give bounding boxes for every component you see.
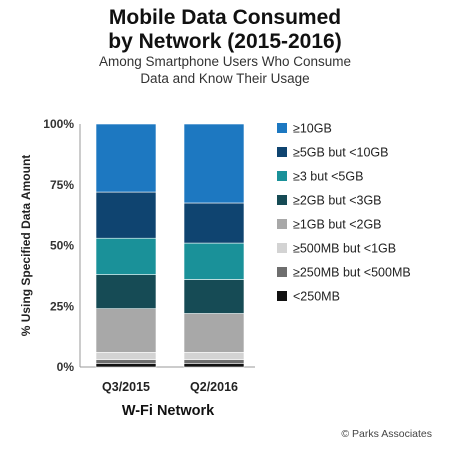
bar-segment-0-0	[95, 363, 157, 368]
legend-swatch-6	[277, 267, 287, 277]
chart-title-line2: by Network (2015-2016)	[108, 30, 342, 53]
y-tick-label-0: 0%	[57, 360, 75, 374]
legend-swatch-5	[277, 243, 287, 253]
y-tick-label-4: 100%	[43, 117, 74, 131]
bar-segment-1-3	[183, 313, 245, 353]
bar-segment-0-7	[95, 123, 157, 193]
y-axis-label: % Using Specified Data Amount	[19, 155, 33, 337]
chart-title-line1: Mobile Data Consumed	[108, 6, 342, 29]
legend-label-2: ≥3 but <5GB	[293, 170, 363, 184]
credit-text: © Parks Associates	[341, 428, 432, 440]
bar-segment-1-1	[183, 359, 245, 364]
bar-segment-1-2	[183, 352, 245, 361]
legend-label-7: <250MB	[293, 290, 340, 304]
y-tick-label-3: 75%	[50, 178, 74, 192]
x-tick-label-0: Q3/2015	[102, 380, 150, 394]
bar-segment-0-5	[95, 237, 157, 275]
y-tick-label-1: 25%	[50, 299, 74, 313]
x-axis-label: W-Fi Network	[122, 403, 215, 419]
legend-label-1: ≥5GB but <10GB	[293, 146, 388, 160]
y-tick-label-2: 50%	[50, 239, 74, 253]
legend-label-5: ≥500MB but <1GB	[293, 242, 396, 256]
chart-title: Mobile Data Consumed by Network (2015-20…	[0, 6, 450, 54]
legend-label-0: ≥10GB	[293, 122, 332, 136]
bar-segment-0-4	[95, 274, 157, 309]
bar-segment-0-6	[95, 191, 157, 239]
legend-swatch-7	[277, 291, 287, 301]
chart-subtitle-line2: Data and Know Their Usage	[140, 71, 310, 86]
chart-subtitle: Among Smartphone Users Who Consume Data …	[0, 53, 450, 87]
bar-segment-1-5	[183, 242, 245, 280]
legend-swatch-2	[277, 171, 287, 181]
bar-segment-0-3	[95, 308, 157, 353]
legend-swatch-1	[277, 147, 287, 157]
bar-segment-0-2	[95, 352, 157, 361]
bar-segment-0-1	[95, 359, 157, 364]
bar-segment-1-7	[183, 123, 245, 204]
bar-segment-1-4	[183, 279, 245, 314]
legend-swatch-3	[277, 195, 287, 205]
legend-label-4: ≥1GB but <2GB	[293, 218, 382, 232]
legend-swatch-0	[277, 123, 287, 133]
chart-subtitle-line1: Among Smartphone Users Who Consume	[98, 54, 352, 69]
legend-swatch-4	[277, 219, 287, 229]
bar-segment-1-6	[183, 202, 245, 244]
x-tick-label-1: Q2/2016	[190, 380, 238, 394]
legend-label-3: ≥2GB but <3GB	[293, 194, 382, 208]
bar-segment-1-0	[183, 363, 245, 368]
legend-label-6: ≥250MB but <500MB	[293, 266, 411, 280]
